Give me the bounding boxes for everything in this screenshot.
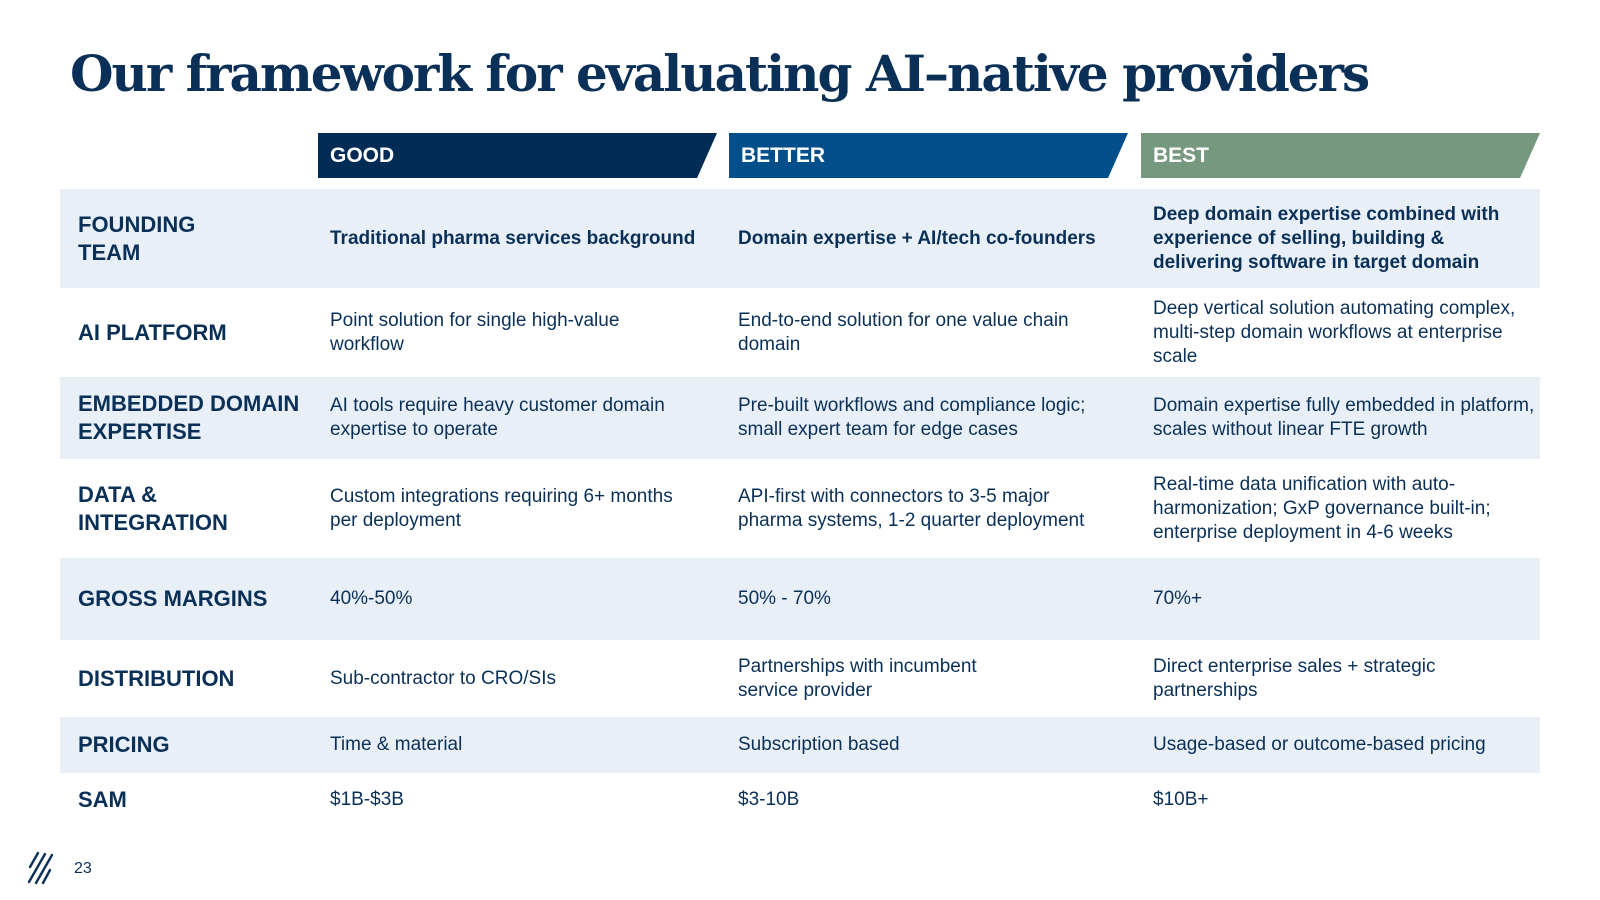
cell-good: AI tools require heavy customer domain e… xyxy=(330,395,665,440)
table-row: DATA & INTEGRATION Custom integrations r… xyxy=(60,459,1540,558)
framework-table: FOUNDING TEAM Traditional pharma service… xyxy=(60,189,1540,827)
cell-better: End-to-end solution for one value chain … xyxy=(738,309,1069,355)
cell-good: Sub-contractor to CRO/SIs xyxy=(330,667,556,689)
row-label: PRICING xyxy=(78,732,170,757)
cell-better: Pre-built workflows and compliance logic… xyxy=(738,395,1086,440)
table-row: DISTRIBUTION Sub-contractor to CRO/SIs P… xyxy=(60,640,1540,717)
row-label: SAM xyxy=(78,787,127,812)
table-row: PRICING Time & material Subscription bas… xyxy=(60,717,1540,773)
row-label: AI PLATFORM xyxy=(78,319,227,345)
cell-good: Traditional pharma services background xyxy=(330,227,696,249)
tier-header-good: GOOD xyxy=(318,133,717,178)
tier-header-best: BEST xyxy=(1141,133,1540,178)
cell-best: Deep domain expertise combined with expe… xyxy=(1153,203,1500,273)
row-label: DISTRIBUTION xyxy=(78,665,235,691)
tier-header-better: BETTER xyxy=(729,133,1128,178)
row-label: GROSS MARGINS xyxy=(78,586,268,611)
cell-good: Time & material xyxy=(330,734,463,755)
cell-better: $3-10B xyxy=(738,789,800,810)
cell-best: $10B+ xyxy=(1153,789,1209,810)
cell-better: Partnerships with incumbent service prov… xyxy=(738,655,977,701)
page-number: 23 xyxy=(74,860,92,877)
cell-best: 70%+ xyxy=(1153,588,1203,609)
cell-good: 40%-50% xyxy=(330,588,413,609)
table-row: EMBEDDED DOMAIN EXPERTISE AI tools requi… xyxy=(60,377,1540,459)
cell-good: $1B-$3B xyxy=(330,789,404,810)
cell-best: Real-time data unification with auto-har… xyxy=(1153,473,1491,543)
cell-best: Deep vertical solution automating comple… xyxy=(1153,297,1516,367)
cell-best: Direct enterprise sales + strategic part… xyxy=(1153,655,1436,701)
cell-best: Domain expertise fully embedded in platf… xyxy=(1153,395,1535,440)
cell-better: Domain expertise + AI/tech co-founders xyxy=(738,227,1096,249)
cell-better: API-first with connectors to 3-5 major p… xyxy=(738,485,1085,531)
row-label: EMBEDDED DOMAIN EXPERTISE xyxy=(78,391,300,444)
cell-better: 50% - 70% xyxy=(738,588,831,609)
cell-good: Point solution for single high-value wor… xyxy=(330,309,620,355)
table-row: SAM $1B-$3B $3-10B $10B+ xyxy=(60,773,1540,827)
cell-better: Subscription based xyxy=(738,734,900,755)
tier-headers: GOOD BETTER BEST xyxy=(0,133,1600,178)
brand-logo-icon xyxy=(27,851,54,885)
cell-good: Custom integrations requiring 6+ months … xyxy=(330,485,673,531)
table-row: AI PLATFORM Point solution for single hi… xyxy=(60,288,1540,377)
table-row: GROSS MARGINS 40%-50% 50% - 70% 70%+ xyxy=(60,558,1540,640)
row-label: FOUNDING TEAM xyxy=(78,211,196,265)
cell-best: Usage-based or outcome-based pricing xyxy=(1153,734,1486,755)
page-title: Our framework for evaluating AI–native p… xyxy=(70,44,1370,103)
row-label: DATA & INTEGRATION xyxy=(78,481,228,535)
table-row: FOUNDING TEAM Traditional pharma service… xyxy=(60,189,1540,288)
